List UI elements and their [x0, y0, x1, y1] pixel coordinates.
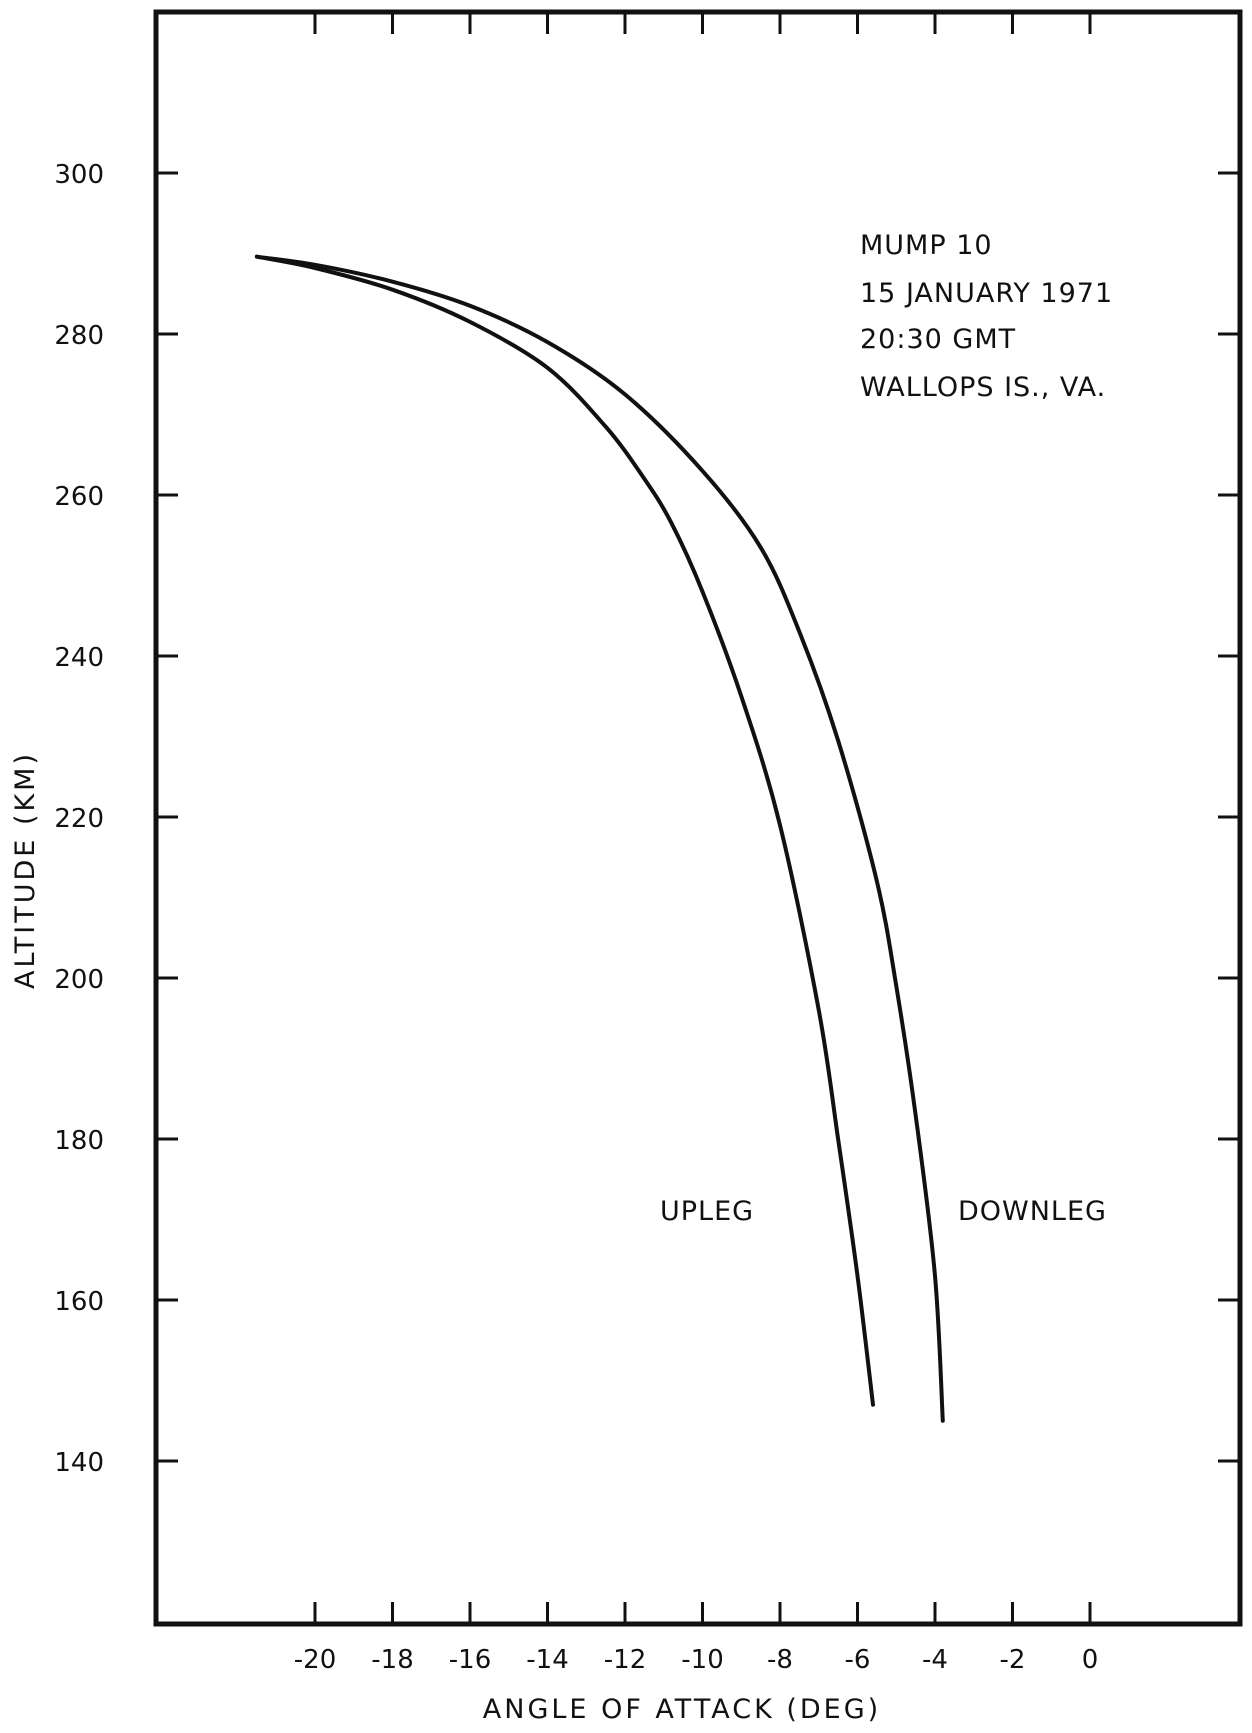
y-tick-label: 140 — [54, 1448, 104, 1478]
x-tick-label: -20 — [294, 1645, 336, 1675]
flight-annotation: MUMP 10 15 JANUARY 1971 20:30 GMT WALLOP… — [860, 230, 1113, 403]
series-label-downleg: DOWNLEG — [958, 1196, 1107, 1227]
y-axis-ticks: 140 160 180 200 220 240 260 280 300 — [54, 160, 1240, 1478]
y-tick-label: 240 — [54, 643, 104, 673]
series-line-upleg — [254, 254, 875, 1407]
annotation-line-2: 15 JANUARY 1971 — [860, 278, 1113, 309]
y-tick-label: 280 — [54, 321, 104, 351]
series-curves — [254, 254, 945, 1423]
y-tick-label: 220 — [54, 804, 104, 834]
x-tick-label: -4 — [922, 1645, 948, 1675]
y-tick-label: 180 — [54, 1126, 104, 1156]
x-tick-label: -18 — [371, 1645, 413, 1675]
x-axis-ticks: -20 -18 -16 -14 -12 -10 -8 -6 -4 -2 0 — [294, 12, 1099, 1675]
y-tick-label: 260 — [54, 482, 104, 512]
x-tick-label: -8 — [767, 1645, 793, 1675]
y-axis-title: ALTITUDE (KM) — [10, 751, 41, 989]
plot-frame — [153, 9, 1243, 1627]
x-tick-label: -16 — [449, 1645, 491, 1675]
series-line-downleg — [254, 254, 945, 1423]
y-tick-label: 160 — [54, 1287, 104, 1317]
x-tick-label: -6 — [845, 1645, 871, 1675]
x-tick-label: -2 — [1000, 1645, 1026, 1675]
x-tick-label: -14 — [526, 1645, 568, 1675]
series-label-upleg: UPLEG — [660, 1196, 754, 1227]
x-tick-label: -10 — [681, 1645, 723, 1675]
y-tick-label: 300 — [54, 160, 104, 190]
x-tick-label: -12 — [604, 1645, 646, 1675]
annotation-line-3: 20:30 GMT — [860, 324, 1016, 355]
x-tick-label: 0 — [1082, 1645, 1099, 1675]
annotation-line-4: WALLOPS IS., VA. — [860, 372, 1106, 403]
y-tick-label: 200 — [54, 965, 104, 995]
annotation-line-1: MUMP 10 — [860, 230, 993, 261]
x-axis-title: ANGLE OF ATTACK (DEG) — [483, 1694, 881, 1725]
